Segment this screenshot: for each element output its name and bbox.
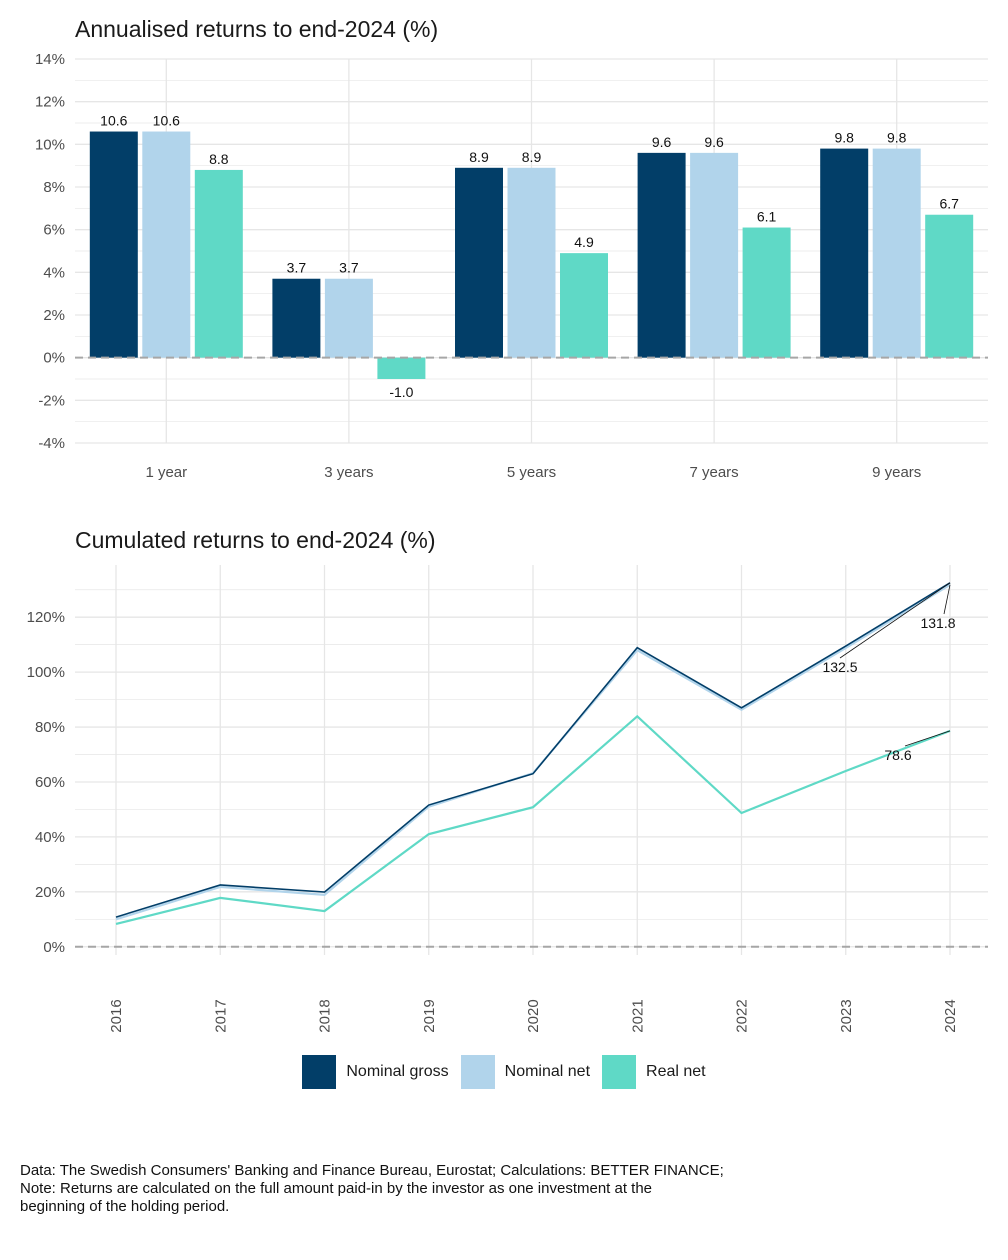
x-tick-label: 1 year — [145, 464, 187, 481]
y-tick-label: 120% — [27, 609, 65, 626]
y-tick-label: 12% — [35, 94, 65, 111]
bar — [324, 278, 373, 358]
y-tick-label: 14% — [35, 51, 65, 68]
note-line-1: Data: The Swedish Consumers' Banking and… — [20, 1162, 724, 1179]
cumulated-returns-line-chart: 0% 20% 40% 60% 80% 100% 120% 2016 2017 2018 2019 20… — [27, 565, 988, 1033]
legend-label-nominal-net: Nominal net — [504, 1063, 591, 1080]
y-tick-label: 2% — [43, 307, 65, 324]
x-tick-label: 2021 — [629, 999, 646, 1032]
series-line — [115, 714, 951, 926]
bar-data-label: 9.6 — [652, 134, 672, 150]
x-tick-label: 3 years — [324, 464, 373, 481]
note-line-3: beginning of the holding period. — [20, 1198, 230, 1215]
x-tick-label: 2024 — [942, 999, 959, 1032]
legend-label-real-net: Real net — [646, 1063, 706, 1080]
bar — [377, 357, 426, 379]
bar — [89, 131, 138, 358]
legend-swatch-nominal-gross — [302, 1055, 337, 1089]
x-tick-label: 9 years — [872, 464, 921, 481]
y-tick-label: 4% — [43, 264, 65, 281]
bar — [507, 167, 556, 358]
y-tick-label: 0% — [43, 939, 65, 956]
x-tick-label: 2016 — [108, 999, 125, 1032]
legend: Nominal gross Nominal net Real net — [0, 1055, 1008, 1089]
legend-item-nominal-net: Nominal net — [460, 1055, 591, 1089]
legend-label-nominal-gross: Nominal gross — [346, 1063, 449, 1080]
bar — [272, 278, 321, 358]
y-tick-label: 60% — [35, 774, 65, 791]
legend-item-real-net: Real net — [602, 1055, 706, 1089]
note-line-2: Note: Returns are calculated on the full… — [20, 1180, 653, 1197]
end-data-label: 78.6 — [884, 747, 911, 763]
bar-data-label: 8.9 — [469, 149, 489, 165]
bar-data-label: 6.1 — [757, 209, 777, 225]
bar-data-label: 6.7 — [939, 196, 959, 212]
y-tick-label: 40% — [35, 829, 65, 846]
legend-item-nominal-gross: Nominal gross — [302, 1055, 449, 1089]
y-tick-label: -2% — [38, 392, 65, 409]
bar-data-label: 4.9 — [574, 234, 594, 250]
bar — [925, 214, 974, 358]
bar — [142, 131, 191, 358]
source-note: Data: The Swedish Consumers' Banking and… — [20, 1162, 980, 1216]
bar — [560, 253, 608, 358]
x-tick-label: 2019 — [421, 999, 438, 1032]
series-line — [115, 582, 951, 918]
bar-data-label: 9.8 — [887, 130, 907, 146]
y-tick-label: 100% — [27, 664, 65, 681]
end-label-leader-line — [943, 584, 951, 615]
x-tick-label: 2020 — [525, 999, 542, 1032]
bar-data-label: 3.7 — [287, 260, 307, 276]
bar — [194, 169, 243, 358]
y-tick-label: 10% — [35, 136, 65, 153]
bar-data-label: 3.7 — [339, 260, 359, 276]
end-label-leader-line — [839, 582, 951, 659]
bar-data-label: 9.8 — [834, 130, 854, 146]
chart1-title: Annualised returns to end-2024 (%) — [75, 16, 439, 42]
bar — [455, 167, 503, 358]
legend-swatch-nominal-net — [460, 1055, 495, 1089]
x-tick-label: 2023 — [838, 999, 855, 1032]
bar — [820, 148, 869, 358]
y-tick-label: 6% — [43, 222, 65, 239]
end-label-leader-line — [904, 730, 951, 747]
bar-data-label: 8.8 — [209, 151, 229, 167]
bar — [690, 152, 739, 358]
bar-data-label: -1.0 — [389, 384, 413, 400]
y-tick-label: 8% — [43, 179, 65, 196]
x-tick-label: 2017 — [212, 999, 229, 1032]
x-tick-label: 5 years — [507, 464, 556, 481]
x-tick-label: 2018 — [317, 999, 334, 1032]
bar — [742, 227, 791, 358]
legend-swatch-real-net — [602, 1055, 637, 1089]
annualised-returns-bar-chart: -4% -2% 0% 2% 4% 6% 8% 10% 12% 14% 1 year 3 years 5 … — [35, 51, 988, 481]
end-data-label: 132.5 — [822, 659, 857, 675]
bar-data-label: 9.6 — [704, 134, 724, 150]
y-tick-label: 20% — [35, 884, 65, 901]
x-tick-label: 2022 — [734, 999, 751, 1032]
x-tick-label: 7 years — [689, 464, 738, 481]
bar — [872, 148, 921, 358]
chart2-title: Cumulated returns to end-2024 (%) — [75, 527, 436, 553]
bar-data-label: 8.9 — [522, 149, 542, 165]
y-tick-label: -4% — [38, 435, 65, 452]
y-tick-label: 80% — [35, 719, 65, 736]
bar — [637, 152, 686, 358]
end-data-label: 131.8 — [920, 615, 955, 631]
bar-data-label: 10.6 — [100, 113, 127, 129]
y-tick-label: 0% — [43, 350, 65, 367]
bar-data-label: 10.6 — [153, 113, 180, 129]
